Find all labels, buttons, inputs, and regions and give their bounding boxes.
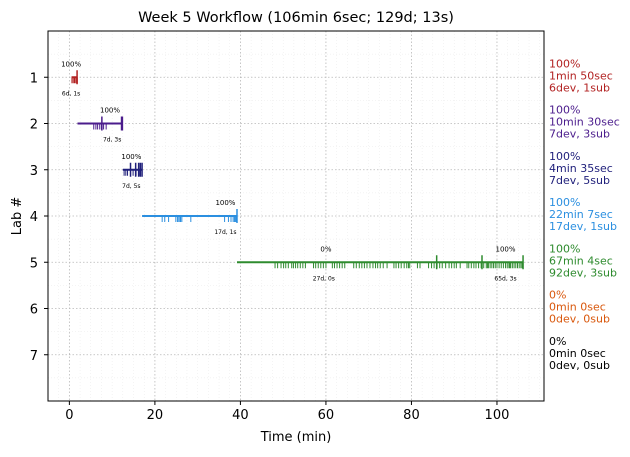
y-axis-label: Lab #: [10, 197, 25, 236]
progress-label: 0%: [320, 245, 331, 253]
progress-label: 100%: [100, 107, 120, 115]
lab-summary-pct: 100%: [549, 57, 580, 70]
lab-summary-pct: 100%: [549, 196, 580, 209]
count-label: 65d, 3s: [494, 275, 516, 282]
x-tick-label: 80: [403, 408, 420, 423]
progress-label: 100%: [215, 199, 235, 207]
lab-3-track: 100% 7d, 5s: [121, 153, 143, 190]
y-tick-label: 2: [30, 118, 38, 133]
lab-5-track: 0% 100% 27d, 0s 65d, 3s: [236, 245, 524, 282]
chart-title: Week 5 Workflow (106min 6sec; 129d; 13s): [138, 10, 454, 26]
lab-summary-count: 7dev, 3sub: [549, 128, 610, 141]
lab-summary-pct: 0%: [549, 289, 566, 302]
lab-2-track: 100% 7d, 3s: [77, 107, 124, 144]
count-label: 17d, 1s: [214, 229, 236, 236]
y-tick-label: 5: [30, 256, 38, 271]
y-tick-label: 7: [30, 349, 38, 364]
y-tick-label: 6: [30, 303, 38, 318]
count-label: 27d, 0s: [313, 275, 335, 282]
lab-summary-time: 4min 35sec: [549, 162, 613, 175]
y-tick-label: 4: [30, 210, 38, 225]
lab-summary-count: 17dev, 1sub: [549, 220, 617, 233]
y-tick-label: 3: [30, 164, 38, 179]
lab-summary-time: 10min 30sec: [549, 116, 620, 129]
progress-label: 100%: [121, 153, 141, 161]
x-tick-label: 100: [485, 408, 510, 423]
progress-label: 100%: [61, 60, 81, 68]
count-label: 7d, 3s: [103, 137, 121, 144]
lab-summary-time: 1min 50sec: [549, 69, 613, 82]
lab-summary-time: 22min 7sec: [549, 208, 613, 221]
y-tick-label: 1: [30, 71, 38, 86]
x-tick-label: 0: [65, 408, 73, 423]
lab-4-track: 100% 17d, 1s: [142, 199, 238, 236]
count-label: 7d, 5s: [122, 183, 140, 190]
grid-layer: [47, 31, 544, 401]
axis-layer: 0 20 40 60 80 100 1 2 3 4 5 6 7: [30, 71, 510, 423]
lab-summary-pct: 100%: [549, 104, 580, 117]
x-axis-label: Time (min): [260, 430, 332, 445]
lab-summary-pct: 0%: [549, 335, 566, 348]
lab-summary-time: 0min 0sec: [549, 347, 606, 360]
lab-summary-pct: 100%: [549, 242, 580, 255]
x-tick-label: 60: [318, 408, 335, 423]
lab-summary-time: 0min 0sec: [549, 301, 606, 314]
lab-1-track: 100% 6d, 1s: [61, 60, 81, 97]
count-label: 6d, 1s: [62, 90, 80, 97]
x-tick-label: 40: [232, 408, 249, 423]
data-layer: 100% 6d, 1s 100% 7d, 3s 100% 7d, 5s 100% 17d, 1…: [61, 60, 524, 282]
lab-summary-time: 67min 4sec: [549, 254, 613, 267]
lab-summary-count: 92dev, 3sub: [549, 266, 617, 279]
progress-label: 100%: [496, 245, 516, 253]
lab-summary-count: 0dev, 0sub: [549, 359, 610, 372]
lab-summary-count: 6dev, 1sub: [549, 81, 610, 94]
lab-summary-pct: 100%: [549, 150, 580, 163]
x-tick-label: 20: [147, 408, 164, 423]
lab-summary-count: 7dev, 5sub: [549, 174, 610, 187]
lab-summary-count: 0dev, 0sub: [549, 313, 610, 326]
